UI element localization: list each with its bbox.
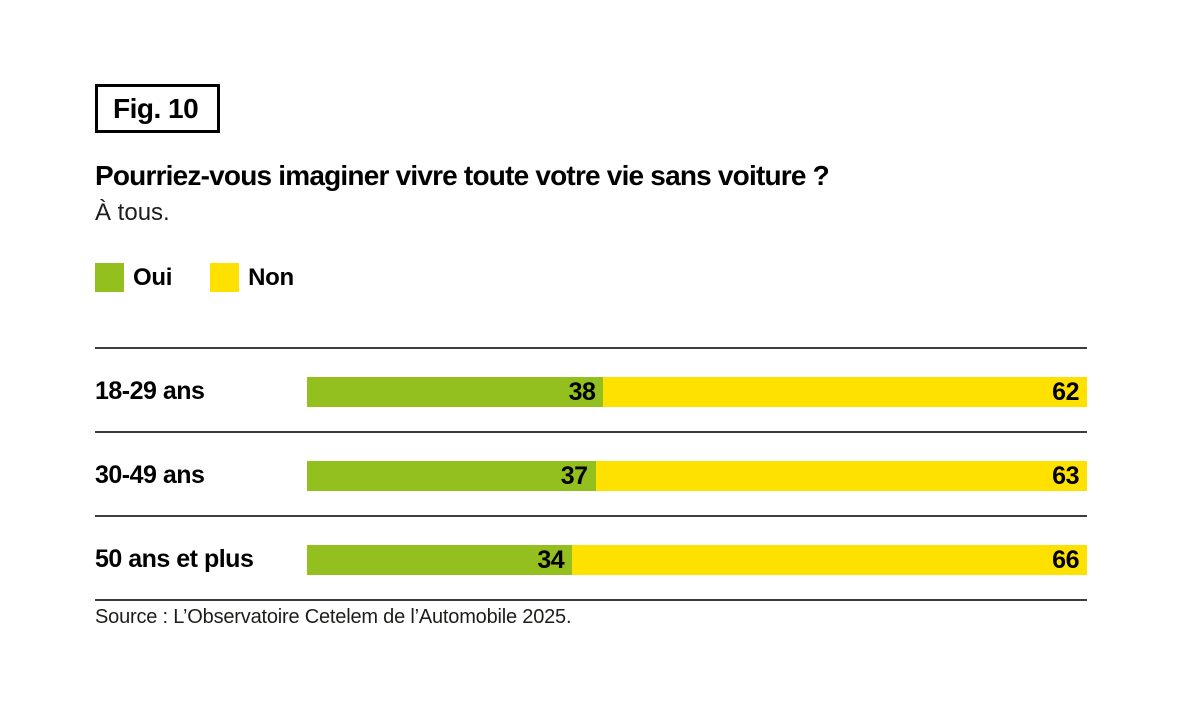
figure-number-badge: Fig. 10 [95, 84, 220, 133]
stacked-bar: 34 66 [307, 545, 1087, 575]
segment-value-oui: 34 [537, 545, 565, 574]
category-label: 30-49 ans [95, 460, 205, 489]
legend-swatch-oui [95, 263, 124, 292]
bar-segment-oui: 38 [307, 377, 604, 407]
legend-label-oui: Oui [133, 263, 173, 291]
chart-title: Pourriez-vous imaginer vivre toute votre… [95, 160, 830, 191]
segment-value-non: 62 [1052, 377, 1079, 406]
legend-label-non: Non [248, 263, 294, 291]
bar-row-18-29: 18-29 ans 38 62 [95, 349, 1087, 433]
segment-value-oui: 38 [568, 377, 596, 406]
bar-segment-non: 62 [603, 377, 1087, 407]
segment-value-oui: 37 [560, 461, 588, 490]
bar-row-30-49: 30-49 ans 37 63 [95, 433, 1087, 517]
bar-row-50-plus: 50 ans et plus 34 66 [95, 517, 1087, 601]
segment-value-non: 66 [1052, 545, 1079, 574]
bar-segment-non: 63 [595, 461, 1087, 491]
legend-swatch-non [210, 263, 240, 292]
chart-subtitle: À tous. [95, 199, 170, 226]
stacked-bar-chart: 18-29 ans 38 62 30-49 ans 37 63 [95, 347, 1087, 601]
legend: Oui Non [95, 263, 294, 292]
category-label: 18-29 ans [95, 376, 205, 405]
stacked-bar: 37 63 [307, 461, 1087, 491]
source-note: Source : L’Observatoire Cetelem de l’Aut… [95, 606, 572, 628]
legend-item-non: Non [210, 263, 294, 292]
figure-number-label: Fig. 10 [113, 92, 199, 124]
category-label: 50 ans et plus [95, 544, 254, 573]
bar-segment-oui: 34 [307, 545, 573, 575]
segment-value-non: 63 [1052, 461, 1079, 490]
bar-segment-oui: 37 [307, 461, 596, 491]
legend-item-oui: Oui [95, 263, 172, 292]
bar-segment-non: 66 [572, 545, 1087, 575]
stacked-bar: 38 62 [307, 377, 1087, 407]
